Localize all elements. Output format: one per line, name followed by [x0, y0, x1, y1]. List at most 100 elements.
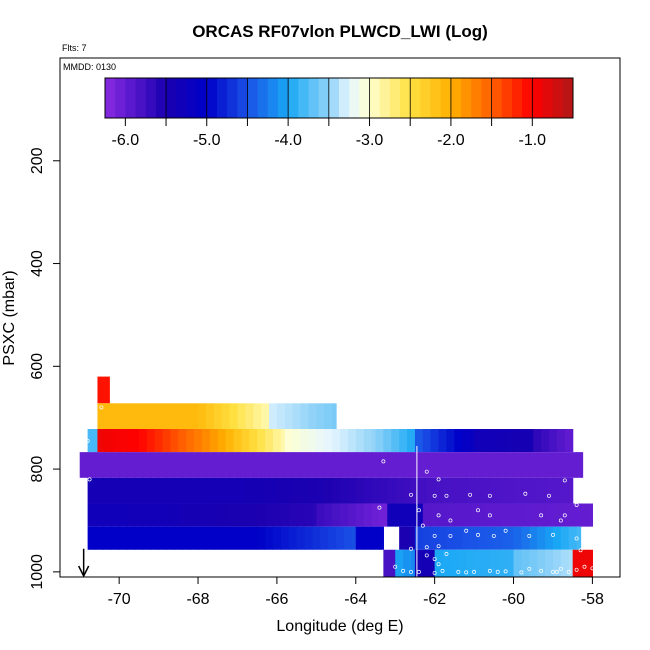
observation-point	[468, 492, 473, 497]
heatmap-cell	[395, 477, 404, 504]
heatmap-cell	[119, 452, 128, 478]
heatmap-cell	[186, 429, 195, 453]
heatmap-cell	[513, 477, 523, 504]
heatmap-cell	[192, 403, 199, 429]
heatmap-cell	[379, 452, 388, 478]
heatmap-cell	[237, 526, 246, 550]
colorbar-swatch	[450, 78, 462, 118]
heatmap-cell	[375, 429, 384, 453]
heatmap-cell	[336, 526, 345, 550]
heatmap-cell	[418, 503, 424, 527]
heatmap-cell	[383, 429, 392, 453]
heatmap-cell	[454, 503, 463, 527]
heatmap-cell	[292, 452, 302, 478]
observation-point	[487, 513, 492, 518]
heatmap-cell	[111, 526, 120, 550]
heatmap-cell	[269, 452, 278, 478]
heatmap-cell	[190, 526, 199, 550]
observation-point	[444, 493, 449, 498]
heatmap-cell	[513, 549, 523, 577]
heatmap-cell	[458, 477, 467, 504]
colorbar-swatch	[471, 78, 482, 118]
observation-point	[539, 513, 544, 518]
heatmap-cell	[269, 477, 278, 504]
colorbar-swatch	[552, 78, 564, 118]
heatmap-cell	[221, 403, 231, 429]
heatmap-cell	[387, 452, 396, 478]
heatmap-cell	[481, 549, 491, 577]
x-tick-label: -62	[423, 591, 446, 608]
heatmap-cell	[493, 526, 503, 550]
heatmap-cell	[529, 429, 534, 453]
heatmap-cell	[209, 429, 219, 453]
heatmap-cell	[347, 477, 357, 504]
heatmap-cell	[308, 403, 317, 429]
heatmap-cell	[324, 452, 333, 478]
heatmap-cell	[588, 503, 593, 527]
heatmap-cell	[517, 503, 526, 527]
observation-point	[436, 513, 441, 518]
heatmap-cell	[194, 503, 203, 527]
heatmap-cell	[552, 526, 562, 550]
heatmap-cell	[462, 503, 471, 527]
heatmap-cell	[241, 503, 250, 527]
heatmap-cell	[284, 452, 294, 478]
heatmap-cell	[280, 503, 290, 527]
heatmap-cell	[474, 452, 483, 478]
heatmap-cell	[493, 503, 503, 527]
colorbar-swatch	[491, 78, 503, 118]
heatmap-cell	[280, 429, 286, 453]
heatmap-cell	[434, 549, 444, 577]
observation-point	[393, 564, 398, 569]
heatmap-cell	[150, 526, 160, 550]
heatmap-cell	[560, 549, 570, 577]
colorbar-swatch	[349, 78, 360, 118]
heatmap-cell	[513, 429, 523, 453]
observation-point	[574, 536, 579, 541]
colorbar-swatch	[481, 78, 493, 118]
colorbar-swatch	[216, 78, 228, 118]
heatmap-cell	[304, 526, 313, 550]
heatmap-cell	[521, 429, 530, 453]
heatmap-cell	[552, 452, 562, 478]
heatmap-cell	[541, 503, 550, 527]
heatmap-cell	[201, 429, 211, 453]
heatmap-cell	[174, 503, 179, 527]
heatmap-cell	[103, 526, 112, 550]
colorbar-swatch	[369, 78, 381, 118]
heatmap-cell	[127, 452, 136, 478]
observation-point	[558, 566, 563, 571]
heatmap-cell	[497, 429, 507, 453]
heatmap-cell	[105, 376, 110, 404]
heatmap-cell	[545, 549, 554, 577]
heatmap-cell	[97, 429, 106, 453]
colorbar-swatch	[115, 78, 126, 118]
heatmap-cell	[296, 503, 306, 527]
heatmap-cell	[422, 549, 432, 577]
heatmap-cell	[280, 526, 290, 550]
observation-point	[83, 546, 88, 551]
colorbar-swatch	[176, 78, 187, 118]
heatmap-cell	[249, 429, 258, 453]
y-axis-title: PSXC (mbar)	[1, 270, 18, 365]
heatmap-cell	[201, 503, 211, 527]
heatmap-cell	[513, 526, 523, 550]
heatmap-cell	[312, 526, 321, 550]
observation-point	[487, 493, 492, 498]
heatmap-cell	[328, 526, 337, 550]
heatmap-cell	[481, 452, 491, 478]
heatmap-cell	[95, 477, 104, 504]
heatmap-cell	[466, 477, 475, 504]
observation-point	[539, 568, 544, 573]
observation-point	[87, 477, 92, 482]
colorbar-swatch	[318, 78, 330, 118]
heatmap-cell	[347, 429, 357, 453]
heatmap-cell	[150, 477, 160, 504]
heatmap-cell	[489, 549, 499, 577]
heatmap-cell	[257, 429, 266, 453]
heatmap-cell	[505, 477, 515, 504]
heatmap-cell	[265, 526, 274, 550]
heatmap-cell	[233, 429, 243, 453]
heatmap-cell	[450, 477, 459, 504]
heatmap-cell	[272, 429, 282, 453]
